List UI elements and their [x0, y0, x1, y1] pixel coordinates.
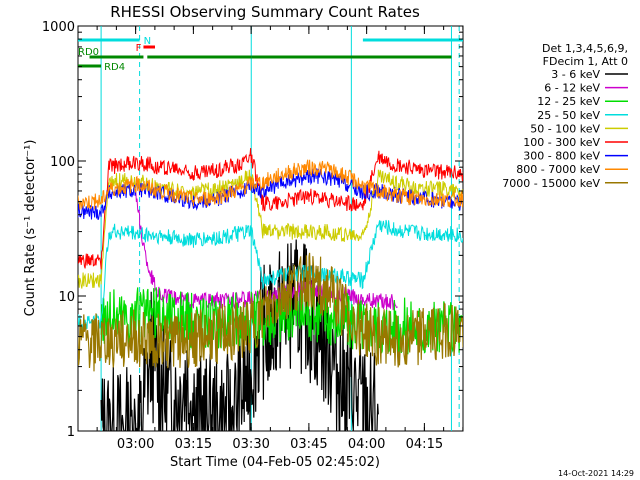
flag-label-rd0: RD0	[78, 47, 99, 58]
series-line	[100, 239, 379, 431]
legend-entry-label: 3 - 6 keV	[551, 68, 600, 81]
y-tick-label: 1000	[42, 20, 75, 35]
series-layer	[78, 147, 463, 431]
x-tick-label: 03:30	[232, 437, 269, 452]
x-tick-label: 04:15	[406, 437, 443, 452]
legend-entry-label: 25 - 50 keV	[537, 109, 600, 122]
legend-entry-label: 6 - 12 keV	[544, 82, 600, 95]
y-tick-label: 100	[50, 155, 75, 170]
annotation-layer: NF RD0 RD4	[78, 26, 463, 431]
flag-label-n: N	[144, 36, 151, 47]
series-line	[78, 159, 463, 210]
flag-label-rd4: RD4	[104, 62, 125, 73]
series-line	[135, 191, 398, 311]
x-tick-label: 03:45	[290, 437, 327, 452]
series-line	[78, 147, 463, 270]
legend-entry-label: 300 - 800 keV	[523, 150, 600, 163]
y-tick-label: 1	[67, 425, 75, 440]
chart-title: RHESSI Observing Summary Count Rates	[110, 3, 420, 21]
legend-entry-label: 100 - 300 keV	[523, 136, 600, 149]
footer-timestamp: 14-Oct-2021 14:29	[558, 469, 634, 478]
legend-entry-label: 7000 - 15000 keV	[502, 177, 600, 190]
x-axis-label: Start Time (04-Feb-05 02:45:02)	[170, 455, 380, 470]
series-line	[78, 219, 463, 332]
legend-header: Det 1,3,4,5,6,9,	[542, 42, 628, 55]
x-tick-label: 03:15	[175, 437, 212, 452]
legend-header: FDecim 1, Att 0	[543, 55, 628, 68]
series-line	[78, 252, 463, 372]
legend-entry-label: 800 - 7000 keV	[516, 163, 600, 176]
flag-label-f: F	[136, 43, 142, 54]
x-tick-label: 03:00	[117, 437, 154, 452]
legend-entry-label: 12 - 25 keV	[537, 95, 600, 108]
legend: Det 1,3,4,5,6,9,FDecim 1, Att 03 - 6 keV…	[502, 42, 628, 190]
y-axis-label: Count Rate (s⁻¹ detector⁻¹)	[23, 140, 38, 317]
series-line	[78, 169, 463, 289]
y-tick-label: 10	[58, 290, 75, 305]
legend-entry-label: 50 - 100 keV	[530, 122, 600, 135]
axis-layer: 1 10 100 1000 03:00 03:15 03:30 03:45 04:00 04:15	[42, 20, 464, 452]
x-tick-label: 04:00	[348, 437, 385, 452]
